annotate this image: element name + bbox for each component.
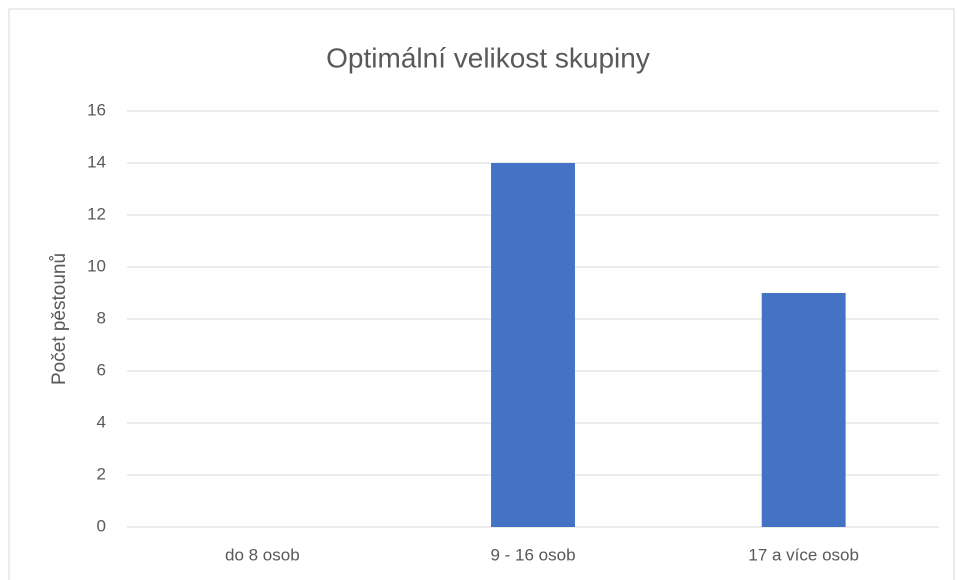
x-tick-label: 17 a více osob (748, 545, 859, 564)
y-tick-label: 2 (97, 464, 106, 483)
y-tick-label: 0 (97, 516, 106, 535)
y-tick-label: 4 (97, 412, 106, 431)
bar (491, 163, 575, 527)
y-axis-label: Počet pěstounů (49, 253, 70, 385)
x-tick-label: 9 - 16 osob (490, 545, 575, 564)
chart-title: Optimální velikost skupiny (326, 42, 650, 73)
bar (761, 293, 846, 527)
y-tick-label: 12 (87, 204, 106, 223)
y-tick-label: 16 (87, 100, 106, 119)
y-tick-label: 10 (87, 256, 106, 275)
y-tick-label: 14 (87, 152, 106, 171)
x-tick-label: do 8 osob (225, 545, 300, 564)
y-tick-label: 6 (97, 360, 106, 379)
y-tick-label: 8 (97, 308, 106, 327)
